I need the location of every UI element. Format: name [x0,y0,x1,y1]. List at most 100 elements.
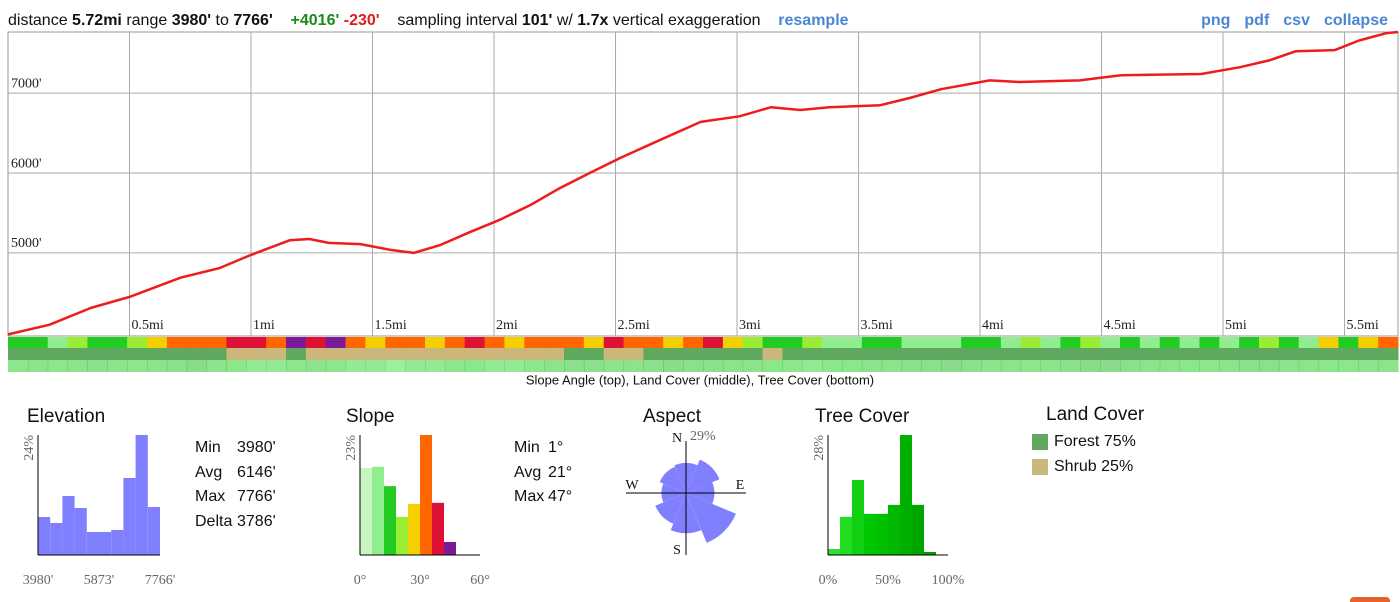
png-link[interactable]: png [1201,12,1231,29]
tree-cover-cell [861,360,883,372]
land-cover-cell [1100,348,1121,360]
x-tick-label: 5mi [1225,318,1247,333]
land-cover-cell [1000,348,1022,360]
tree-cover-cell [1139,360,1161,372]
direction-label: S [673,543,681,558]
section-title: Elevation [27,406,105,427]
tree-cover-cell [266,360,287,372]
tree-cover-cell [663,360,684,372]
slope-cell [1040,337,1061,348]
stat-label: Min [514,439,540,456]
tree-cover-cell [1159,360,1181,372]
slope-cell [27,337,49,348]
slope-cell [722,337,744,348]
stat-value: 1° [548,439,564,456]
tree-cover-cell [1080,360,1101,372]
slope-cell [762,337,783,348]
land-cover-cell [1199,348,1220,360]
label: range [126,12,168,29]
direction-label: W [625,478,639,493]
histogram-bar [828,549,840,555]
slope-cell [623,337,644,348]
slope-cell [1179,337,1200,348]
tree-cover-cell [345,360,366,372]
y-tick-label: 28% [812,435,827,461]
aspect-sector [659,466,686,493]
slope-cell [802,337,823,348]
tree-cover-cell [683,360,704,372]
slope-cell [186,337,208,348]
histogram-bar [99,532,112,555]
tree-cover-cell [623,360,644,372]
land-cover-cell [345,348,366,360]
tree-cover-cell [981,360,1002,372]
slope-cell [464,337,486,348]
resample-link[interactable]: resample [778,12,849,29]
gain: +4016' [290,12,340,29]
slope-cell [266,337,287,348]
land-cover-cell [564,348,585,360]
land-cover-cell [504,348,525,360]
land-cover-cell [683,348,704,360]
stat-row: Min 1° [514,436,572,461]
x-tick-label: 4mi [982,318,1004,333]
section-title: Land Cover [1046,404,1145,425]
x-tick-label: 1.5mi [375,318,407,333]
slope-cell [305,337,327,348]
land-cover-cell [1318,348,1339,360]
slope-cell [405,337,426,348]
x-tick-label: 30° [410,573,430,588]
slope-cell [663,337,684,348]
slope-cell [226,337,247,348]
slope-cell [742,337,764,348]
land-cover-cell [623,348,644,360]
stat-value: 6146' [237,463,276,481]
stat-label: Max [195,488,226,505]
tree-cover-cell [226,360,247,372]
tree-cover-cell [1219,360,1240,372]
land-cover-cell [842,348,863,360]
tree-cover-cell [643,360,664,372]
slope-cell [325,337,347,348]
histogram-bar [38,517,51,555]
x-tick-label: 5873' [84,573,115,588]
histogram-bar [360,467,372,555]
direction-label: N [672,431,682,446]
histogram-bar [396,516,408,555]
histogram-bar [852,480,864,555]
slope-cell [107,337,128,348]
land-cover-cell [1040,348,1061,360]
land-cover-cell [881,348,903,360]
stat-row: Avg 6146' [195,461,276,486]
land-cover-cell [425,348,446,360]
histogram-bar [444,541,456,555]
direction-label: E [736,478,745,493]
stat-label: Avg [514,463,542,481]
land-cover-cell [8,348,29,360]
tree-cover-cell [1239,360,1260,372]
legend-row: Shrub 25% [1032,455,1144,480]
slope-cell [147,337,168,348]
legend-swatch [1032,434,1048,451]
slope-cell [1219,337,1240,348]
slope-cell [206,337,227,348]
tree-cover-cell [603,360,625,372]
slope-cell [782,337,803,348]
slope-cell [444,337,466,348]
csv-link[interactable]: csv [1283,12,1310,29]
tree-cover-cell [365,360,386,372]
collapse-link[interactable]: collapse [1323,12,1388,29]
stat-row: Max 47° [514,485,572,510]
land-cover-cell [961,348,982,360]
land-cover-cell [861,348,883,360]
pdf-link[interactable]: pdf [1244,12,1270,29]
slope-cell [47,337,69,348]
tree-cover-cell [47,360,69,372]
y-tick-label: 23% [344,435,359,461]
tree-cover-cell [425,360,446,372]
aspect-sector [686,459,720,493]
tree-cover-cell [464,360,486,372]
tree-cover-cell [166,360,188,372]
